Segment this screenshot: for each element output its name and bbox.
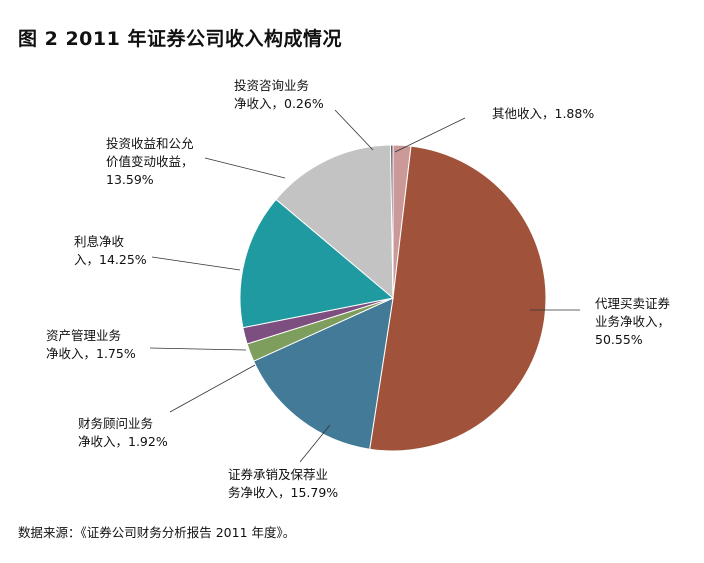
leader-line-6 xyxy=(204,157,286,179)
slice-label-3: 财务顾问业务净收入，1.92% xyxy=(78,416,168,449)
slice-label-4: 资产管理业务净收入，1.75% xyxy=(46,328,136,361)
slice-label-6: 投资收益和公允价值变动收益， 13.59% xyxy=(106,136,194,187)
pie-slice-7 xyxy=(389,144,394,299)
leader-line-7 xyxy=(334,109,374,151)
leader-line-0 xyxy=(394,117,466,153)
slice-label-1: 代理买卖证券业务净收入， 50.55% xyxy=(595,296,671,347)
slice-label-2: 证券承销及保荐业务净收入，15.79% xyxy=(228,467,338,500)
leader-line-5 xyxy=(151,256,241,271)
pie-slice-1 xyxy=(369,145,547,452)
slice-label-0: 其他收入，1.88% xyxy=(492,106,594,121)
leader-line-2 xyxy=(299,424,331,463)
chart-title: 图 2 2011 年证券公司收入构成情况 xyxy=(18,28,342,50)
leader-line-4 xyxy=(149,347,247,351)
slice-label-7: 投资咨询业务净收入，0.26% xyxy=(234,78,324,111)
leader-line-3 xyxy=(169,364,256,413)
pie-slice-2 xyxy=(252,297,394,450)
pie-slice-5 xyxy=(239,198,395,329)
pie-slice-6 xyxy=(275,144,394,300)
source-note: 数据来源：《证券公司财务分析报告 2011 年度》。 xyxy=(18,525,296,540)
slice-label-5: 利息净收入，14.25% xyxy=(74,234,147,267)
